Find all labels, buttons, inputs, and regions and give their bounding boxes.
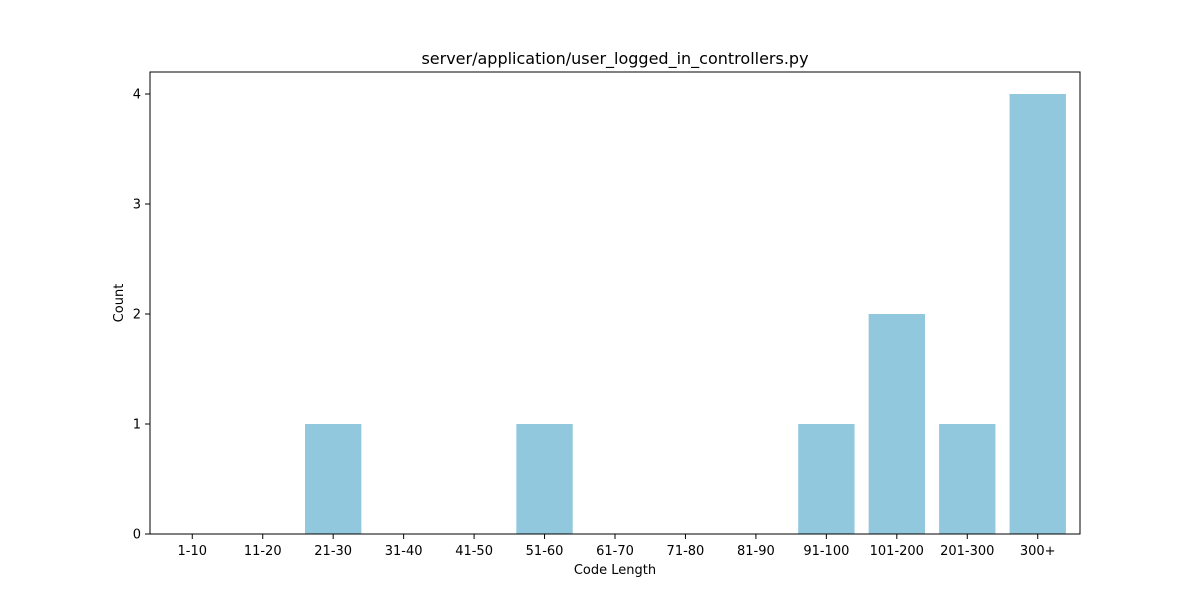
x-tick-label: 300+ [1020, 544, 1056, 559]
x-tick-label: 31-40 [385, 544, 423, 559]
x-tick-label: 11-20 [244, 544, 282, 559]
x-tick-label: 1-10 [178, 544, 208, 559]
plot-frame [149, 71, 1081, 535]
x-tick-label: 201-300 [940, 544, 994, 559]
y-tick-label: 4 [133, 88, 141, 103]
x-tick-label: 51-60 [526, 544, 564, 559]
bars [305, 94, 1066, 534]
bar-101-200 [868, 314, 925, 534]
x-tick-label: 81-90 [737, 544, 775, 559]
x-tick-label: 91-100 [803, 544, 849, 559]
y-axis-ticks: 0 1 2 3 4 [133, 88, 150, 543]
chart-title: server/application/user_logged_in_contro… [421, 49, 808, 69]
x-tick-label: 61-70 [596, 544, 634, 559]
x-tick-label: 41-50 [455, 544, 493, 559]
x-axis-label: Code Length [574, 563, 656, 578]
bar-21-30 [305, 424, 362, 534]
x-tick-label: 101-200 [870, 544, 924, 559]
x-tick-label: 21-30 [314, 544, 352, 559]
y-tick-label: 2 [133, 308, 141, 323]
y-tick-label: 0 [133, 528, 141, 543]
bar-201-300 [939, 424, 996, 534]
bar-300+ [1009, 94, 1066, 534]
y-tick-label: 3 [133, 198, 141, 213]
x-axis-ticks: 1-10 11-20 21-30 31-40 41-50 51-60 61-70 71-80 8… [178, 534, 1056, 559]
y-axis-label: Count [112, 284, 127, 323]
bar-51-60 [516, 424, 573, 534]
bar-91-100 [798, 424, 855, 534]
y-tick-label: 1 [133, 418, 141, 433]
x-tick-label: 71-80 [667, 544, 705, 559]
